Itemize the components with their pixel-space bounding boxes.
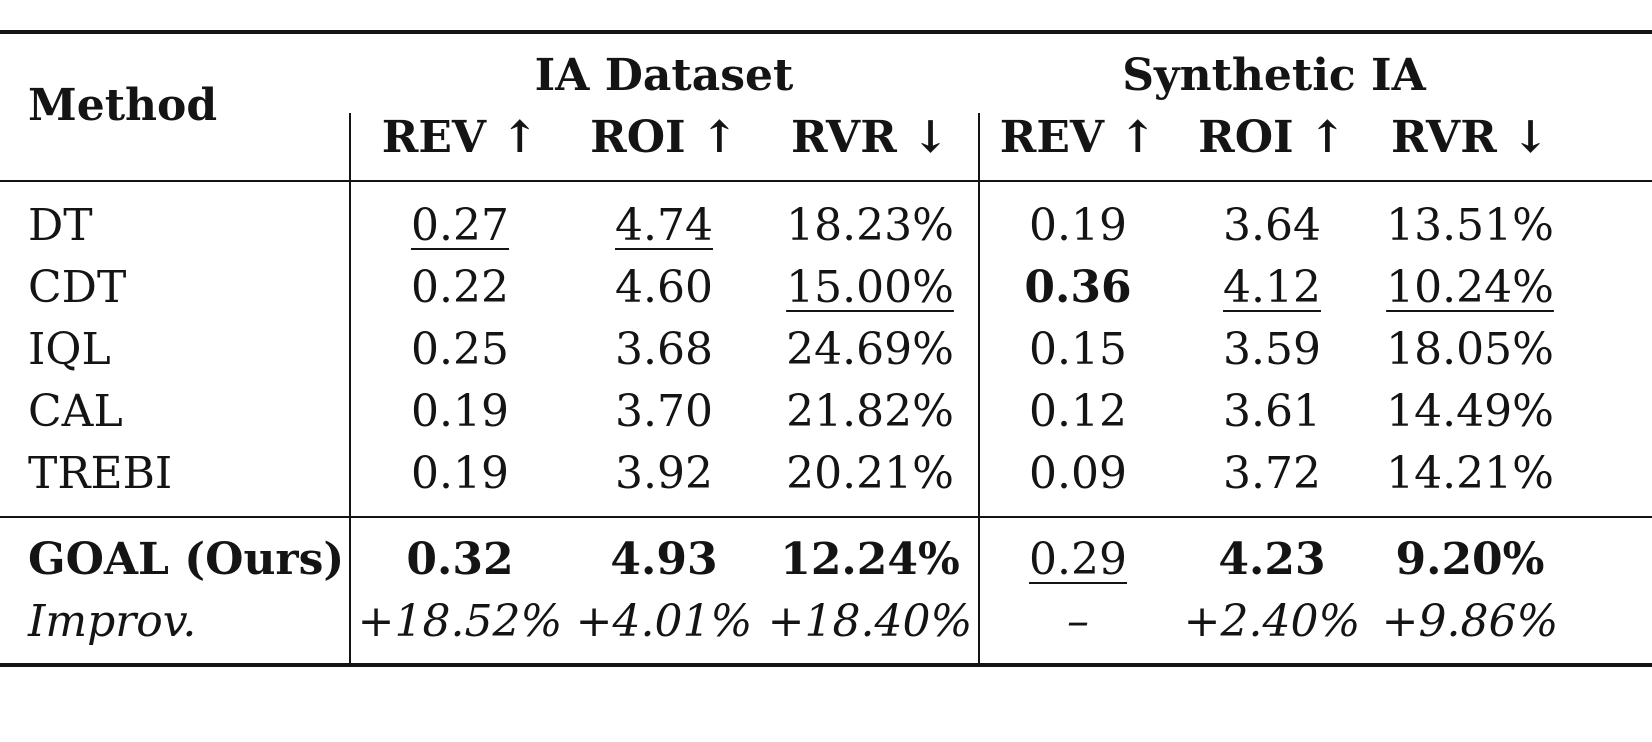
table-cell: 15.00%	[786, 262, 954, 313]
table-cell: 0.09	[1029, 448, 1127, 499]
table-cell: 4.93	[610, 534, 718, 585]
method-name: IQL	[28, 324, 111, 375]
column-header: REV ↑	[999, 112, 1157, 163]
method-name: TREBI	[28, 448, 173, 499]
table-cell: +18.40%	[767, 596, 973, 647]
table-cell: 0.32	[406, 534, 514, 585]
method-name: CAL	[28, 386, 123, 437]
method-name: CDT	[28, 262, 127, 313]
table-cell: 9.20%	[1395, 534, 1545, 585]
table-cell: +18.52%	[357, 596, 563, 647]
table-cell: 4.12	[1223, 262, 1321, 313]
table-cell: 12.24%	[780, 534, 960, 585]
table-cell: 0.19	[1029, 200, 1127, 251]
table-cell: 0.36	[1024, 262, 1132, 313]
table-cell: 0.15	[1029, 324, 1127, 375]
table-cell: 10.24%	[1386, 262, 1554, 313]
column-divider-left	[349, 113, 351, 665]
group-title-ia-dataset: IA Dataset	[534, 50, 794, 101]
table-cell: 0.19	[411, 448, 509, 499]
method-name: DT	[28, 200, 93, 251]
column-header: RVR ↓	[791, 112, 949, 163]
table-cell: 0.25	[411, 324, 509, 375]
table-cell: 0.29	[1029, 534, 1127, 585]
column-header: ROI ↑	[590, 112, 738, 163]
column-divider-right	[978, 113, 980, 665]
table-cell: 0.27	[411, 200, 509, 251]
column-header: REV ↑	[381, 112, 539, 163]
top-rule	[0, 30, 1652, 34]
table-cell: 14.21%	[1386, 448, 1554, 499]
table-cell: 4.23	[1218, 534, 1326, 585]
ours-separator-rule	[0, 516, 1652, 518]
table-cell: 18.23%	[786, 200, 954, 251]
group-title-synthetic-ia: Synthetic IA	[1122, 50, 1426, 101]
table-cell: 24.69%	[786, 324, 954, 375]
table-cell: 20.21%	[786, 448, 954, 499]
table-cell: 18.05%	[1386, 324, 1554, 375]
table-cell: 4.74	[615, 200, 713, 251]
table-cell: 3.70	[615, 386, 713, 437]
table-cell: 3.92	[615, 448, 713, 499]
method-name: GOAL (Ours)	[28, 534, 345, 585]
table-cell: 0.22	[411, 262, 509, 313]
table-cell: 14.49%	[1386, 386, 1554, 437]
table-cell: 13.51%	[1386, 200, 1554, 251]
table-cell: +2.40%	[1183, 596, 1361, 647]
header-rule	[0, 180, 1652, 182]
table-cell: 3.72	[1223, 448, 1321, 499]
table-cell: –	[1067, 596, 1089, 647]
table-cell: 3.59	[1223, 324, 1321, 375]
table-cell: 3.68	[615, 324, 713, 375]
table-cell: 4.60	[615, 262, 713, 313]
table-cell: +9.86%	[1381, 596, 1559, 647]
column-header: ROI ↑	[1198, 112, 1346, 163]
table-cell: +4.01%	[575, 596, 753, 647]
column-header: RVR ↓	[1391, 112, 1549, 163]
bottom-rule	[0, 663, 1652, 667]
table-cell: 0.19	[411, 386, 509, 437]
method-name: Improv.	[28, 596, 197, 647]
table-cell: 0.12	[1029, 386, 1127, 437]
table-cell: 3.64	[1223, 200, 1321, 251]
table-cell: 21.82%	[786, 386, 954, 437]
table-cell: 3.61	[1223, 386, 1321, 437]
method-header: Method	[28, 80, 218, 131]
